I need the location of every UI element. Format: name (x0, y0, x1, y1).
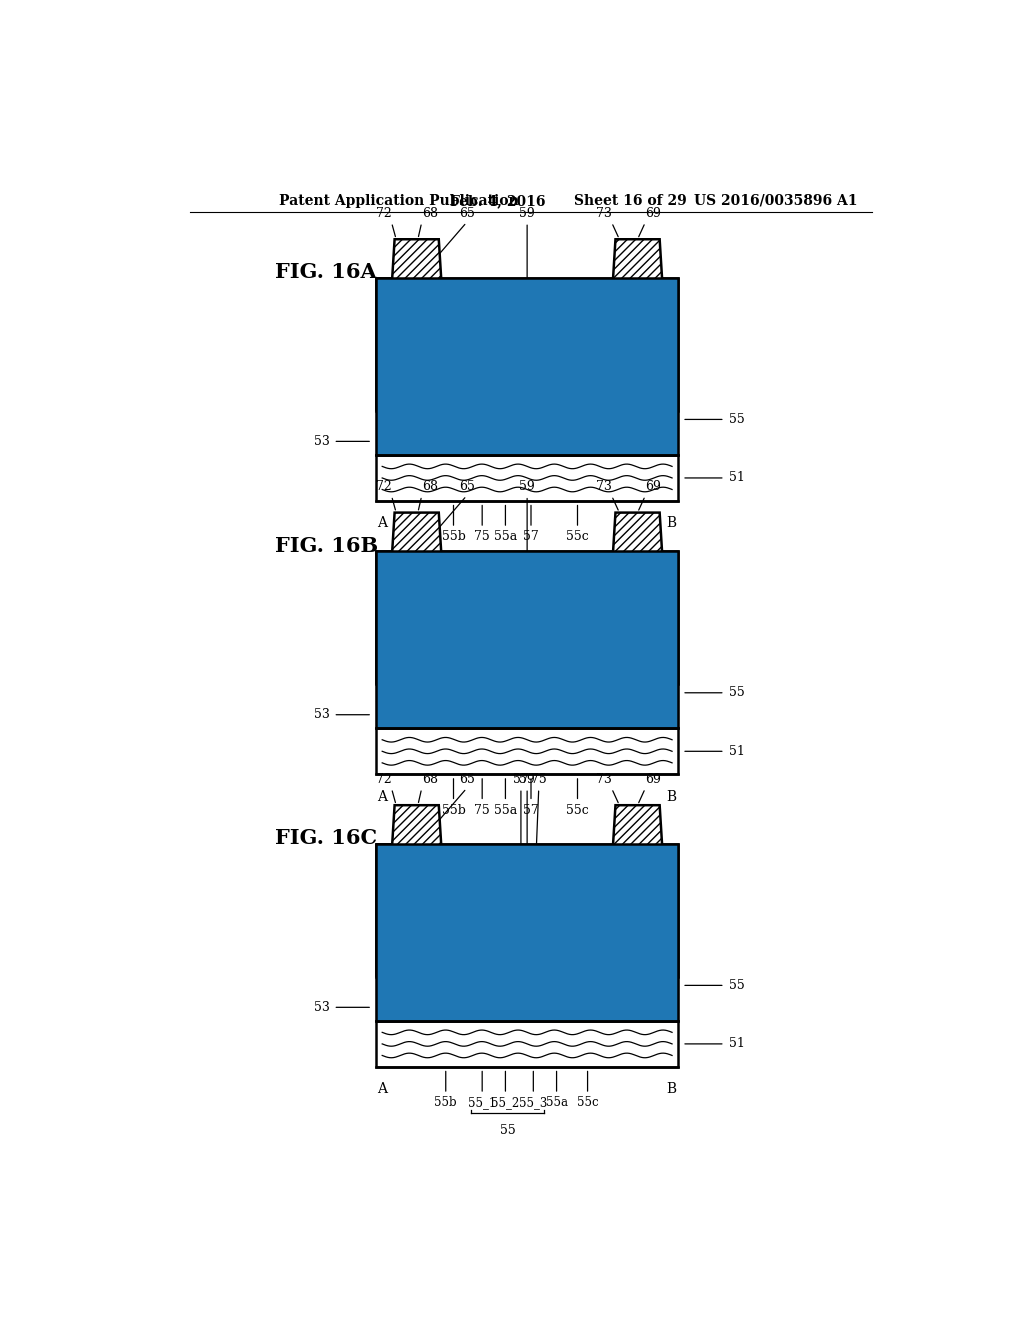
Polygon shape (391, 512, 442, 562)
Text: 55: 55 (500, 1125, 516, 1137)
Text: 55_3: 55_3 (519, 1096, 548, 1109)
Text: 59: 59 (519, 207, 535, 220)
Polygon shape (376, 277, 397, 411)
Text: 73: 73 (596, 774, 611, 785)
Bar (506, 298, 549, 308)
Bar (376, 277, 678, 411)
Text: 55b: 55b (434, 1096, 457, 1109)
Text: 51: 51 (729, 471, 744, 484)
Text: 55_1: 55_1 (468, 1096, 497, 1109)
Text: 72: 72 (376, 207, 391, 220)
Text: 57: 57 (513, 774, 528, 785)
Bar (376, 411, 678, 428)
Text: 53: 53 (313, 709, 330, 721)
Text: 69: 69 (645, 207, 662, 220)
Text: 55: 55 (729, 413, 744, 426)
Bar (506, 586, 549, 595)
Polygon shape (656, 277, 678, 411)
Polygon shape (376, 843, 397, 977)
Text: 65: 65 (459, 774, 474, 785)
Text: 55b: 55b (441, 804, 466, 817)
Bar (376, 455, 678, 502)
Bar (376, 277, 678, 455)
Text: 69: 69 (645, 480, 662, 494)
Text: 73: 73 (596, 480, 611, 494)
Polygon shape (656, 552, 678, 684)
Text: 55c: 55c (577, 1096, 598, 1109)
Text: 51: 51 (729, 1038, 744, 1051)
Bar (376, 843, 678, 977)
Polygon shape (473, 702, 582, 726)
Text: 68: 68 (422, 774, 437, 785)
Text: 59: 59 (519, 480, 535, 494)
Text: 53: 53 (313, 434, 330, 447)
Text: Feb. 4, 2016: Feb. 4, 2016 (450, 194, 545, 207)
Text: B: B (667, 516, 677, 531)
Text: 73: 73 (596, 207, 611, 220)
Bar (376, 994, 678, 1020)
Polygon shape (391, 239, 442, 289)
Text: 65: 65 (459, 207, 474, 220)
Text: 72: 72 (376, 774, 391, 785)
Text: 51: 51 (729, 744, 744, 758)
Bar (376, 843, 678, 1020)
Polygon shape (488, 308, 566, 411)
Text: 68: 68 (422, 480, 437, 494)
Text: 55a: 55a (494, 804, 517, 817)
Text: 69: 69 (645, 774, 662, 785)
Bar (376, 552, 678, 729)
Text: 57: 57 (523, 804, 539, 817)
Text: 75: 75 (474, 531, 490, 544)
Text: FIG. 16C: FIG. 16C (275, 829, 378, 849)
Bar (376, 552, 678, 684)
Text: 57: 57 (523, 531, 539, 544)
Bar (376, 701, 678, 729)
Polygon shape (493, 884, 562, 977)
Polygon shape (473, 429, 582, 453)
Text: US 2016/0035896 A1: US 2016/0035896 A1 (693, 194, 857, 207)
Bar (509, 875, 546, 884)
Text: 55c: 55c (566, 531, 589, 544)
Text: 65: 65 (459, 480, 474, 494)
Text: A: A (378, 1082, 387, 1097)
Text: A: A (378, 789, 387, 804)
Bar (376, 977, 678, 994)
Text: 55a: 55a (546, 1096, 567, 1109)
Bar (376, 1020, 678, 1067)
Text: 68: 68 (422, 207, 437, 220)
Text: B: B (667, 789, 677, 804)
Bar (376, 729, 678, 775)
Text: 59: 59 (519, 774, 535, 785)
Text: Patent Application Publication: Patent Application Publication (280, 194, 519, 207)
Text: 72: 72 (376, 480, 391, 494)
Text: Sheet 16 of 29: Sheet 16 of 29 (573, 194, 686, 207)
Text: 55a: 55a (494, 531, 517, 544)
Text: 55c: 55c (566, 804, 589, 817)
Text: 55b: 55b (441, 531, 466, 544)
Text: 55: 55 (729, 979, 744, 991)
Text: 55_2: 55_2 (492, 1096, 519, 1109)
Text: 75: 75 (530, 774, 547, 785)
Polygon shape (612, 512, 663, 562)
Bar (376, 684, 678, 701)
Text: 55: 55 (729, 686, 744, 700)
Polygon shape (656, 843, 678, 977)
Text: A: A (378, 516, 387, 531)
Polygon shape (488, 595, 566, 684)
Polygon shape (376, 552, 397, 684)
Text: 75: 75 (474, 804, 490, 817)
Text: FIG. 16B: FIG. 16B (275, 536, 379, 556)
Polygon shape (612, 239, 663, 289)
Text: B: B (667, 1082, 677, 1097)
Polygon shape (391, 805, 442, 855)
Polygon shape (612, 805, 663, 855)
Text: FIG. 16A: FIG. 16A (275, 263, 377, 282)
Polygon shape (473, 995, 582, 1019)
Text: 53: 53 (313, 1001, 330, 1014)
Bar (376, 428, 678, 455)
